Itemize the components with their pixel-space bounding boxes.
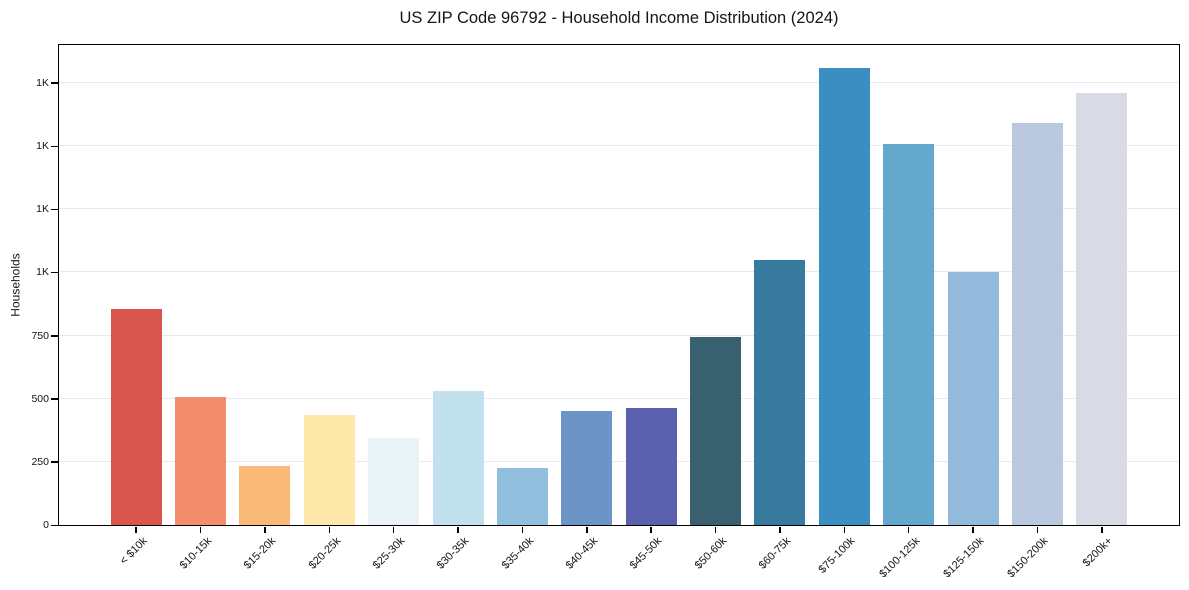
x-tick [199, 527, 202, 533]
bar-$200k+ [1076, 93, 1128, 525]
y-tick [51, 271, 58, 274]
x-tick-label: $75-100k [816, 535, 858, 576]
x-tick [714, 527, 717, 533]
y-tick-label: 1K [36, 266, 49, 279]
x-tick [779, 527, 781, 533]
x-tick [843, 527, 846, 533]
x-tick-label: $35-40k [499, 535, 536, 572]
gridlines [59, 45, 1179, 525]
bar-slot: $100-125k [877, 45, 941, 580]
bar-slot: $15-20k [233, 45, 297, 572]
x-tick [135, 527, 137, 533]
y-axis-ticks: 0 250 500 750 1K 1K 1K 1K [31, 45, 1179, 531]
chart-title: US ZIP Code 96792 - Household Income Dis… [399, 9, 839, 27]
x-tick-label: $20-25k [306, 535, 343, 572]
bar-slot: $40-45k [555, 45, 619, 572]
bar-slot: $75-100k [812, 45, 876, 576]
bar-slot: $125-150k [941, 45, 1005, 580]
bar-slot: $200k+ [1070, 45, 1134, 569]
x-tick-label: $60-75k [756, 535, 794, 572]
bar-$75-100k [818, 67, 870, 525]
x-tick [392, 527, 395, 533]
bar-slot: $20-25k [297, 45, 361, 572]
bar-slot: $35-40k [490, 45, 554, 572]
y-axis-label: Households [9, 253, 23, 317]
bar-slot: $30-35k [426, 45, 490, 572]
y-tick-label: 0 [43, 519, 49, 531]
bar-slot: $45-50k [619, 45, 683, 572]
x-tick [521, 527, 524, 533]
bar-$40-45k [561, 411, 613, 525]
bar-slot: $50-60k [683, 45, 747, 572]
bar-$45-50k [625, 407, 677, 525]
gridline [59, 334, 1179, 336]
y-tick-label: 1K [36, 203, 49, 216]
bar-$15-20k [239, 465, 291, 525]
x-tick-label: $100-125k [876, 535, 923, 581]
x-tick [1101, 527, 1103, 533]
x-tick-label: $10-15k [177, 535, 215, 572]
gridline [59, 145, 1179, 147]
x-tick-label: $125-150k [941, 535, 987, 581]
bar-$150-200k [1011, 123, 1063, 525]
x-tick [1036, 527, 1039, 533]
bar-slot: $10-15k [168, 45, 232, 572]
bar-< $10k [110, 309, 162, 525]
x-tick-label: < $10k [117, 535, 150, 568]
gridline [59, 271, 1179, 273]
x-tick-label: $30-35k [434, 535, 472, 572]
x-tick [650, 527, 652, 533]
y-tick-label: 1K [36, 76, 49, 89]
bar-$60-75k [754, 259, 806, 525]
x-tick-label: $200k+ [1081, 535, 1116, 570]
x-tick [907, 527, 910, 533]
y-tick-label: 1K [36, 140, 49, 153]
x-tick [457, 527, 459, 533]
bar-$25-30k [368, 437, 420, 525]
x-tick [328, 527, 331, 533]
bar-$125-150k [947, 272, 999, 525]
y-tick [51, 524, 58, 526]
x-tick-label: $15-20k [241, 535, 279, 572]
bar-slot: $60-75k [748, 45, 812, 572]
y-tick [51, 82, 58, 84]
x-tick [264, 527, 266, 533]
y-tick [51, 208, 58, 211]
x-tick-label: $25-30k [370, 535, 408, 572]
gridline [59, 81, 1179, 83]
bar-slot: $150-200k [1005, 45, 1069, 580]
bars-container: < $10k $10-15k $15-20k $20-25k $25-30k $30-35… [59, 45, 1179, 580]
gridline [59, 460, 1179, 462]
y-tick [51, 461, 58, 463]
y-tick-label: 750 [31, 329, 49, 342]
y-tick-label: 250 [31, 455, 49, 468]
bar-slot: < $10k [104, 45, 168, 567]
y-tick [51, 145, 58, 148]
bar-slot: $25-30k [362, 45, 426, 572]
bar-$50-60k [690, 336, 742, 525]
bar-$10-15k [175, 397, 227, 525]
bar-$30-35k [432, 391, 484, 525]
y-tick-label: 500 [31, 392, 49, 405]
bar-$100-125k [883, 143, 935, 525]
y-axis-label-wrap: Households [0, 44, 32, 526]
x-tick [586, 527, 588, 533]
gridline [59, 397, 1179, 399]
x-tick-label: $50-60k [692, 535, 730, 572]
bar-$35-40k [496, 468, 548, 525]
plot-area: 0 250 500 750 1K 1K 1K 1K < $10k $10-15k $15-20k $… [31, 44, 1180, 580]
x-tick-label: $150-200k [1005, 535, 1051, 581]
bar-$20-25k [303, 415, 355, 525]
x-tick-label: $45-50k [628, 535, 665, 572]
y-tick [51, 335, 58, 337]
gridline [59, 208, 1179, 210]
y-tick [51, 398, 58, 400]
x-tick-label: $40-45k [563, 535, 601, 572]
x-tick [972, 527, 974, 533]
